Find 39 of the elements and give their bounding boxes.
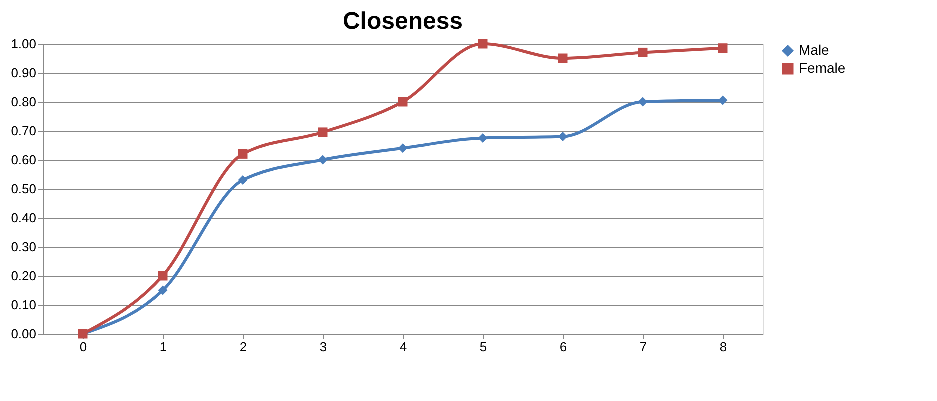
point bbox=[638, 97, 648, 107]
point bbox=[638, 48, 648, 58]
x-tick-label: 0 bbox=[80, 340, 88, 354]
y-tick-label: 0.50 bbox=[11, 182, 36, 196]
x-tick-label: 4 bbox=[400, 340, 408, 354]
point bbox=[238, 149, 248, 159]
legend-label: Female bbox=[799, 60, 846, 76]
x-tick-label: 2 bbox=[240, 340, 248, 354]
point bbox=[398, 144, 408, 154]
y-tick-label: 0.20 bbox=[11, 268, 36, 284]
point bbox=[718, 44, 728, 54]
point bbox=[318, 155, 328, 165]
point bbox=[478, 39, 488, 49]
y-tick-label: 0.30 bbox=[11, 240, 36, 254]
point bbox=[478, 134, 488, 143]
y-tick-label: 1.00 bbox=[11, 36, 36, 52]
y-tick-label: 0.90 bbox=[11, 66, 36, 80]
point bbox=[718, 96, 728, 106]
y-tick-label: 0.10 bbox=[11, 298, 36, 312]
point bbox=[558, 132, 568, 142]
y-tick-label: 0.00 bbox=[11, 326, 36, 342]
point bbox=[558, 54, 568, 64]
y-tick-label: 0.80 bbox=[11, 94, 36, 110]
x-tick-label: 5 bbox=[480, 340, 488, 354]
point bbox=[398, 97, 408, 107]
x-tick-label: 7 bbox=[640, 340, 648, 354]
y-tick-label: 0.40 bbox=[11, 210, 36, 226]
x-tick-label: 6 bbox=[560, 340, 568, 354]
x-tick-label: 1 bbox=[160, 340, 168, 354]
chart-title: Closeness bbox=[342, 8, 464, 35]
legend-label: Male bbox=[799, 42, 830, 58]
point bbox=[238, 176, 248, 186]
point bbox=[318, 128, 328, 138]
x-tick-label: 3 bbox=[320, 340, 328, 354]
y-tick-label: 0.60 bbox=[11, 152, 36, 168]
point bbox=[158, 271, 168, 281]
point bbox=[158, 286, 168, 296]
x-tick-label: 8 bbox=[720, 340, 728, 354]
y-tick-label: 0.70 bbox=[11, 124, 36, 138]
